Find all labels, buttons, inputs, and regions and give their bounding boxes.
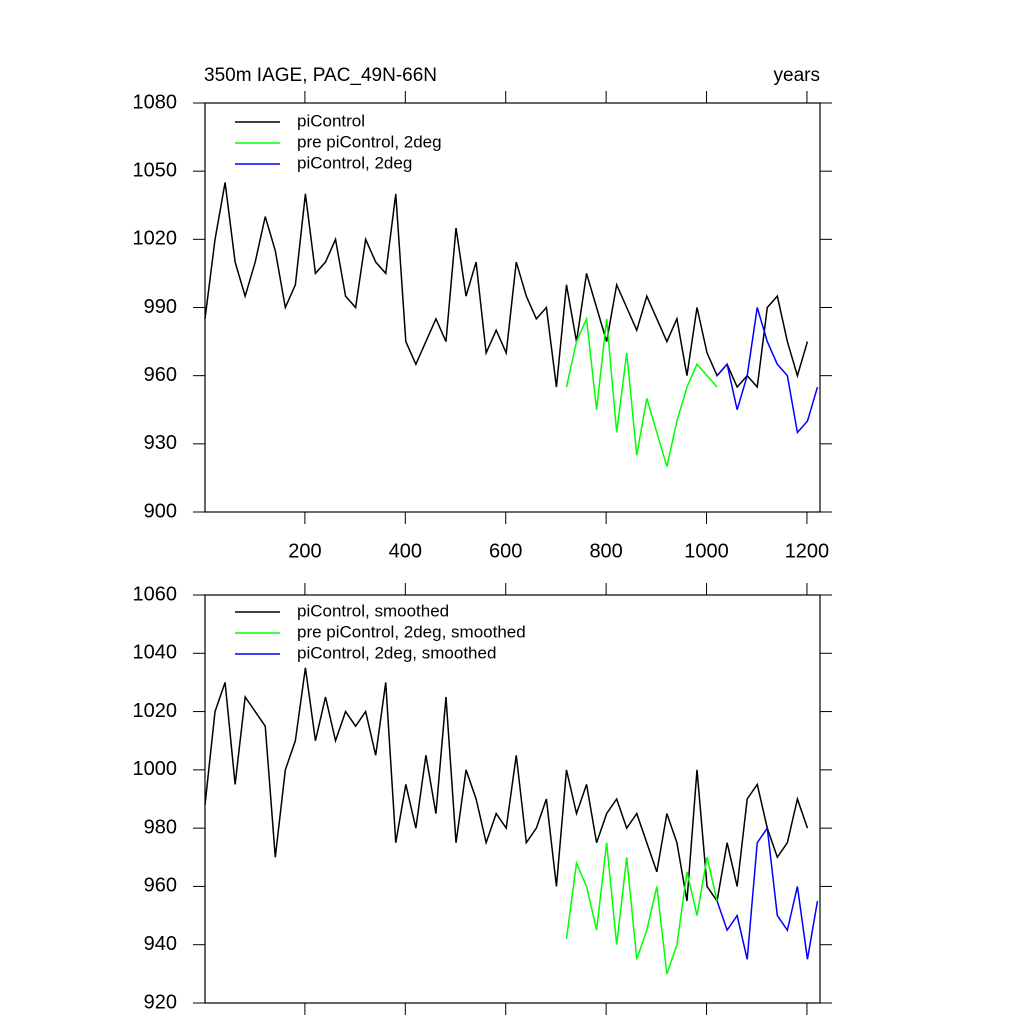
y-tick-label: 1080 [133,91,178,113]
y-tick-label: 1060 [133,583,178,605]
data-line [565,316,718,467]
legend-label: pre piControl, 2deg, smoothed [297,622,526,641]
x-tick-label: 400 [389,540,422,562]
y-tick-label: 960 [144,364,177,386]
data-line [716,307,819,435]
y-tick-label: 1020 [133,700,178,722]
legend-label: piControl, 2deg, smoothed [297,643,496,662]
y-tick-label: 940 [144,933,177,955]
x-tick-label: 1200 [785,540,830,562]
y-tick-label: 1040 [133,642,178,664]
x-tick-label: 200 [288,540,321,562]
x-tick-label: 600 [489,540,522,562]
legend-label: piControl, smoothed [297,601,449,620]
y-tick-label: 960 [144,875,177,897]
y-tick-label: 930 [144,432,177,454]
data-line [204,667,809,903]
y-tick-label: 1050 [133,159,178,181]
data-line [565,842,718,975]
y-tick-label: 920 [144,991,177,1013]
data-line [716,826,819,960]
legend-label: piControl [297,111,365,130]
legend-label: pre piControl, 2deg [297,132,442,151]
legend-label: piControl, 2deg [297,153,412,172]
x-tick-label: 800 [589,540,622,562]
y-tick-label: 1000 [133,758,178,780]
y-tick-label: 900 [144,500,177,522]
y-tick-label: 1020 [133,228,178,250]
x-label: years [774,65,820,86]
y-tick-label: 990 [144,296,177,318]
x-tick-label: 1000 [684,540,729,562]
data-line [204,182,809,389]
chart-title: 350m IAGE, PAC_49N-66N [204,65,437,86]
y-tick-label: 980 [144,816,177,838]
